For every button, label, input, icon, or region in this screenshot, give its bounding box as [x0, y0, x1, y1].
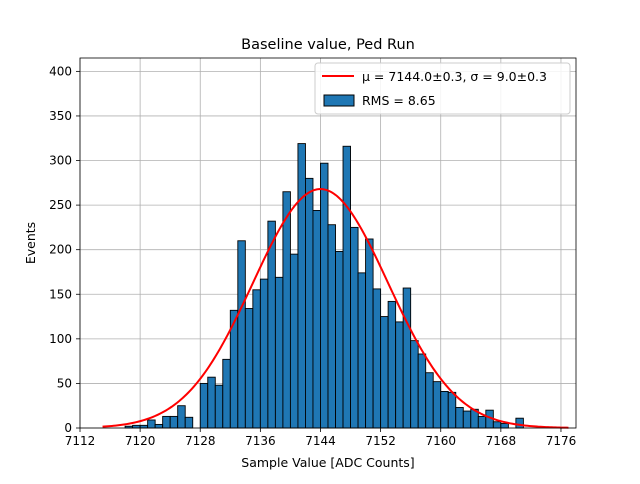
- histogram-bar: [417, 353, 427, 429]
- histogram-bar: [199, 382, 209, 429]
- legend-histogram-swatch: [323, 94, 355, 107]
- histogram-bar: [477, 415, 487, 429]
- histogram-bar: [139, 424, 149, 429]
- histogram-bar: [154, 423, 164, 429]
- plot-frame: [79, 57, 577, 429]
- histogram-bar: [252, 289, 261, 429]
- histogram-bar: [297, 143, 306, 429]
- legend-fit-label: μ = 7144.0±0.3, σ = 9.0±0.3: [362, 69, 547, 84]
- histogram-bar: [162, 415, 171, 429]
- histogram-bars: [124, 143, 524, 429]
- histogram-bar: [274, 276, 284, 429]
- histogram-bar: [169, 415, 179, 429]
- histogram-bar: [380, 316, 389, 429]
- histogram-bar: [357, 272, 367, 429]
- histogram-bar: [350, 226, 359, 429]
- histogram-bar: [207, 376, 216, 429]
- histogram-bar: [515, 417, 524, 429]
- histogram-bar: [402, 287, 412, 429]
- y-axis-label: Events: [23, 222, 38, 264]
- histogram-bar: [305, 177, 314, 429]
- histogram-bar: [365, 238, 374, 429]
- histogram-bar: [222, 358, 231, 429]
- y-tick-label: 300: [49, 154, 72, 168]
- x-axis-ticks: 7112 7120 7128 7136 7144 7152 7160 7168 7176: [65, 428, 577, 448]
- legend-histogram-label: RMS = 8.65: [362, 93, 436, 108]
- legend-box: [314, 62, 571, 115]
- histogram-bar: [335, 251, 344, 429]
- histogram-bar: [440, 390, 449, 429]
- histogram-bar: [259, 278, 269, 429]
- y-tick-label: 100: [49, 332, 72, 346]
- histogram-bar: [320, 162, 329, 429]
- histogram-bar: [425, 372, 434, 429]
- histogram-bar: [177, 405, 186, 429]
- histogram-bar: [289, 253, 299, 429]
- histogram-bar: [282, 191, 291, 429]
- histogram-bar: [184, 416, 194, 429]
- histogram-bar: [267, 220, 276, 429]
- histogram-bar: [147, 419, 156, 429]
- histogram-bar: [244, 308, 254, 429]
- histogram-bar: [327, 224, 336, 429]
- x-tick-label: 7176: [546, 434, 577, 448]
- histogram-bar: [214, 384, 224, 429]
- histogram-bar: [387, 300, 397, 429]
- y-tick-label: 0: [64, 421, 72, 435]
- y-tick-label: 50: [57, 376, 72, 390]
- y-tick-label: 200: [49, 243, 72, 257]
- histogram-bar: [372, 288, 382, 429]
- histogram-bar: [395, 321, 404, 429]
- fit-curve-layer: [102, 188, 569, 429]
- x-tick-label: 7112: [65, 434, 96, 448]
- gaussian-fit-curve: [102, 188, 569, 429]
- x-tick-label: 7144: [305, 434, 336, 448]
- y-tick-label: 250: [49, 198, 72, 212]
- legend: μ = 7144.0±0.3, σ = 9.0±0.3 RMS = 8.65: [314, 62, 571, 115]
- y-axis-ticks: 0 50 100 150 200 250 300 350 400: [49, 64, 80, 435]
- y-tick-label: 400: [49, 64, 72, 78]
- histogram-bar: [500, 423, 509, 429]
- x-tick-label: 7120: [125, 434, 156, 448]
- chart-title: Baseline value, Ped Run: [241, 37, 415, 53]
- histogram-bar: [462, 410, 472, 429]
- x-axis-label: Sample Value [ADC Counts]: [241, 455, 414, 470]
- histogram-bar: [410, 340, 419, 429]
- histogram-bar: [432, 381, 442, 429]
- y-tick-label: 150: [49, 287, 72, 301]
- histogram-bar: [132, 424, 141, 429]
- x-tick-label: 7168: [486, 434, 517, 448]
- histogram-bar: [237, 240, 246, 429]
- x-tick-label: 7160: [425, 434, 456, 448]
- y-tick-label: 350: [49, 109, 72, 123]
- histogram-bar: [312, 210, 321, 429]
- histogram-bar: [492, 421, 502, 429]
- x-tick-label: 7136: [245, 434, 276, 448]
- histogram-bar: [342, 145, 351, 429]
- histogram-bar: [455, 407, 464, 429]
- histogram-bar: [447, 391, 457, 429]
- x-tick-label: 7128: [185, 434, 216, 448]
- x-tick-label: 7152: [365, 434, 396, 448]
